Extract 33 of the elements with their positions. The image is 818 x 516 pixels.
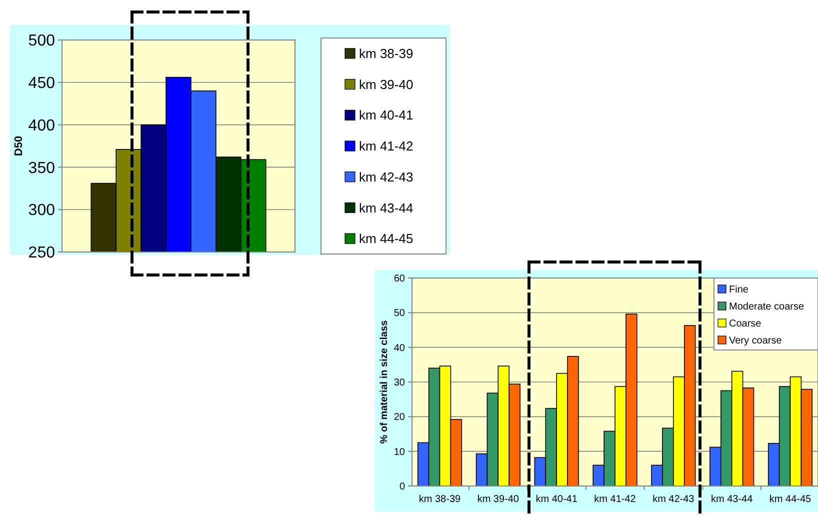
y-axis-title: D50 <box>13 136 25 156</box>
x-tick-label: km 43-44 <box>710 494 754 505</box>
legend-label: km 43-44 <box>359 200 414 216</box>
legend-label: Moderate coarse <box>729 302 804 312</box>
y-tick-label: 400 <box>28 117 56 134</box>
legend-label: Fine <box>729 284 749 296</box>
y-tick-label: 40 <box>394 342 406 354</box>
legend-label: km 40-41 <box>359 108 414 123</box>
y-tick-label: 0 <box>399 482 406 492</box>
y-tick-label: 30 <box>394 378 406 388</box>
legend-label: km 39-40 <box>359 76 414 92</box>
x-tick-label: km 41-42 <box>594 494 636 505</box>
x-tick-label: km 40-41 <box>536 494 578 505</box>
x-tick-label: km 39-40 <box>477 494 520 505</box>
y-tick-label: 450 <box>28 75 56 92</box>
legend-label: km 38-39 <box>359 46 414 61</box>
y-tick-label: 20 <box>394 412 406 424</box>
y-tick-label: 60 <box>394 274 406 284</box>
y-tick-label: 10 <box>394 446 406 458</box>
x-tick-label: km 44-45 <box>769 494 812 505</box>
y-tick-label: 50 <box>394 308 406 320</box>
legend-label: km 42-43 <box>359 169 414 184</box>
x-tick-label: km 38-39 <box>418 494 462 505</box>
legend-label: Very coarse <box>729 336 782 346</box>
y-axis-title: % of material in size class <box>379 320 390 444</box>
y-tick-label: 250 <box>28 244 56 262</box>
legend-label: km 41-42 <box>359 138 414 154</box>
legend-label: km 44-45 <box>359 231 414 246</box>
y-tick-label: 500 <box>28 32 56 50</box>
y-tick-label: 350 <box>28 160 56 177</box>
y-tick-label: 300 <box>28 202 56 220</box>
x-tick-label: km 42-43 <box>652 494 695 505</box>
legend-label: Coarse <box>729 318 762 330</box>
